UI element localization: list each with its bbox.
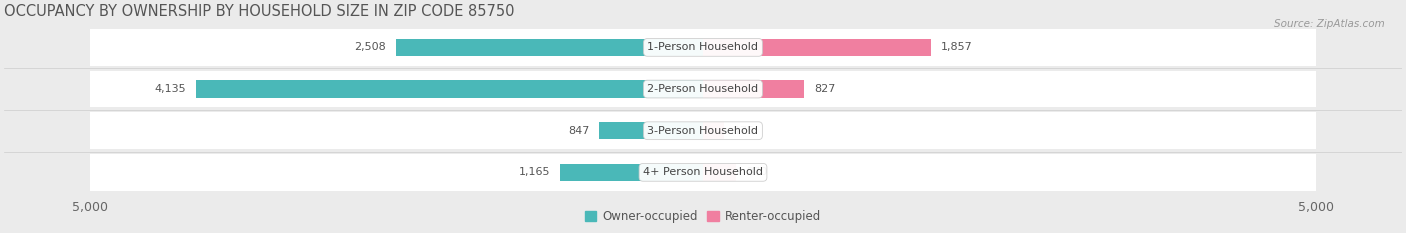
Text: 3-Person Household: 3-Person Household [648,126,758,136]
Bar [703,164,737,181]
Text: 2,508: 2,508 [354,42,385,52]
Bar [90,112,1316,149]
Text: Source: ZipAtlas.com: Source: ZipAtlas.com [1274,19,1385,29]
Text: 270: 270 [747,167,768,177]
Text: OCCUPANCY BY OWNERSHIP BY HOUSEHOLD SIZE IN ZIP CODE 85750: OCCUPANCY BY OWNERSHIP BY HOUSEHOLD SIZE… [4,4,515,19]
Text: 2-Person Household: 2-Person Household [647,84,759,94]
Text: 1-Person Household: 1-Person Household [648,42,758,52]
Text: 4+ Person Household: 4+ Person Household [643,167,763,177]
Bar [703,122,724,140]
Bar [560,164,703,181]
Bar [90,154,1316,191]
Bar [395,39,703,56]
Text: 4,135: 4,135 [155,84,186,94]
Bar [599,122,703,140]
Text: 1,857: 1,857 [941,42,972,52]
Bar [90,71,1316,107]
Text: 1,165: 1,165 [519,167,550,177]
Bar [703,39,931,56]
Bar [195,80,703,98]
Text: 175: 175 [734,126,755,136]
Text: 827: 827 [814,84,835,94]
Bar [90,29,1316,66]
Text: 847: 847 [568,126,589,136]
Bar [703,80,804,98]
Legend: Owner-occupied, Renter-occupied: Owner-occupied, Renter-occupied [581,207,825,227]
